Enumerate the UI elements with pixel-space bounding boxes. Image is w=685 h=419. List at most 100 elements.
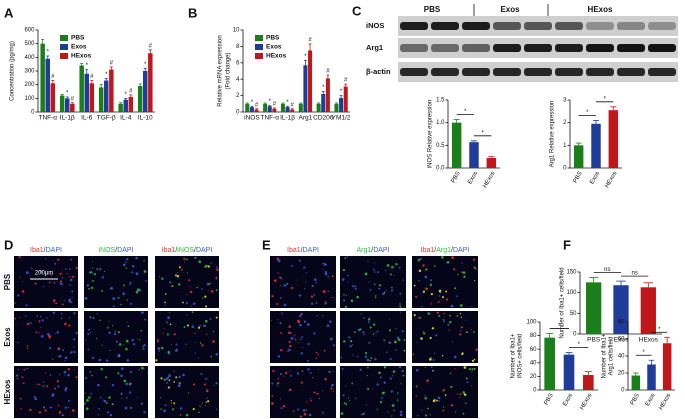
- fluorescence-dot: [36, 315, 38, 317]
- significance-label: *: [658, 327, 661, 333]
- fluorescence-dot: [192, 408, 195, 411]
- fluorescence-dot: [111, 403, 114, 406]
- fluorescence-dot: [89, 316, 91, 318]
- blot-band: [493, 44, 521, 52]
- y-tick-label: 500: [24, 41, 35, 47]
- fluorescence-dot: [52, 311, 56, 315]
- fluorescence-dot: [344, 257, 347, 260]
- fluorescence-dot: [379, 284, 382, 287]
- fluorescence-dot: [40, 334, 44, 338]
- fluorescence-dot: [163, 378, 166, 381]
- channel-label: Iba1/Arg1/DAPI: [421, 247, 470, 254]
- significance-label: *: [464, 109, 467, 115]
- significance-mark: *: [66, 91, 69, 97]
- fluorescence-dot: [21, 290, 25, 293]
- fluorescence-dot: [42, 381, 45, 383]
- fluorescence-dot: [34, 397, 37, 400]
- bar: [89, 83, 95, 112]
- fluorescence-dot: [321, 411, 324, 414]
- significance-mark: #: [71, 96, 75, 102]
- bar: [245, 103, 250, 112]
- fluorescence-dot: [341, 367, 344, 370]
- fluorescence-dot: [395, 349, 397, 351]
- fluorescence-dot: [123, 344, 125, 346]
- fluorescence-dot: [179, 407, 183, 410]
- fluorescence-dot: [374, 296, 377, 299]
- significance-mark: *: [86, 63, 89, 69]
- fluorescence-dot: [199, 405, 201, 407]
- fluorescence-dot: [215, 289, 218, 292]
- fluorescence-dot: [315, 301, 318, 304]
- fluorescence-dot: [343, 293, 345, 296]
- fluorescence-dot: [430, 279, 433, 282]
- significance-label: *: [558, 323, 561, 329]
- fluorescence-dot: [396, 336, 400, 340]
- significance-mark: #: [308, 38, 312, 44]
- fluorescence-dot: [141, 311, 144, 314]
- fluorescence-dot: [161, 346, 164, 350]
- fluorescence-dot: [462, 271, 466, 275]
- fluorescence-dot: [413, 313, 416, 317]
- fluorescence-dot: [429, 414, 431, 416]
- fluorescence-dot: [104, 270, 106, 273]
- fluorescence-dot: [160, 377, 163, 380]
- significance-mark: #: [110, 60, 114, 66]
- fluorescence-dot: [271, 295, 274, 298]
- fluorescence-dot: [126, 321, 128, 323]
- fluorescence-dot: [389, 377, 392, 380]
- fluorescence-dot: [271, 382, 274, 385]
- channel-part: Iba1: [421, 247, 435, 254]
- fluorescence-dot: [293, 334, 296, 336]
- fluorescence-dot: [178, 375, 181, 379]
- fluorescence-dot: [54, 387, 57, 390]
- y-axis-title: Arg1 cells/field: [609, 336, 615, 375]
- fluorescence-dot: [398, 365, 402, 369]
- fluorescence-dot: [367, 260, 369, 262]
- blot-group-label: Exos: [500, 5, 520, 14]
- fluorescence-dot: [289, 370, 291, 372]
- fluorescence-dot: [283, 284, 287, 287]
- fluorescence-dot: [128, 391, 132, 394]
- fluorescence-dot: [303, 266, 306, 269]
- fluorescence-dot: [69, 284, 71, 286]
- fluorescence-dot: [313, 332, 316, 335]
- fluorescence-dot: [68, 324, 71, 327]
- fluorescence-dot: [296, 372, 300, 375]
- fluorescence-dot: [403, 338, 406, 341]
- y-axis-title: (Fold change): [226, 52, 232, 89]
- fluorescence-dot: [297, 408, 300, 411]
- channel-part: DAPI: [373, 247, 389, 254]
- fluorescence-dot: [313, 278, 317, 281]
- fluorescence-dot: [471, 329, 473, 331]
- fluorescence-dot: [326, 324, 330, 327]
- fluorescence-dot: [296, 279, 298, 281]
- fluorescence-dot: [160, 408, 162, 410]
- fluorescence-dot: [164, 304, 166, 306]
- fluorescence-dot: [177, 272, 179, 274]
- fluorescence-dot: [55, 302, 58, 305]
- fluorescence-dot: [310, 302, 314, 305]
- fluorescence-dot: [175, 376, 178, 379]
- fluorescence-dot: [462, 413, 465, 415]
- fluorescence-dot: [340, 412, 344, 415]
- fluorescence-dot: [399, 305, 402, 308]
- bar: [118, 103, 123, 112]
- fluorescence-dot: [474, 280, 476, 282]
- fluorescence-dot: [393, 274, 395, 276]
- fluorescence-dot: [473, 330, 475, 333]
- fluorescence-dot: [112, 297, 116, 301]
- fluorescence-dot: [60, 312, 63, 315]
- fluorescence-dot: [120, 374, 123, 378]
- fluorescence-dot: [177, 283, 181, 286]
- fluorescence-dot: [186, 314, 188, 316]
- fluorescence-dot: [125, 339, 129, 343]
- fluorescence-dot: [21, 376, 24, 379]
- fluorescence-dot: [460, 330, 462, 332]
- fluorescence-dot: [277, 355, 281, 358]
- fluorescence-dot: [286, 282, 289, 286]
- fluorescence-dot: [429, 336, 432, 340]
- blot-band: [648, 44, 676, 52]
- fluorescence-dot: [45, 258, 47, 260]
- fluorescence-dot: [466, 331, 468, 333]
- fluorescence-dot: [356, 295, 359, 299]
